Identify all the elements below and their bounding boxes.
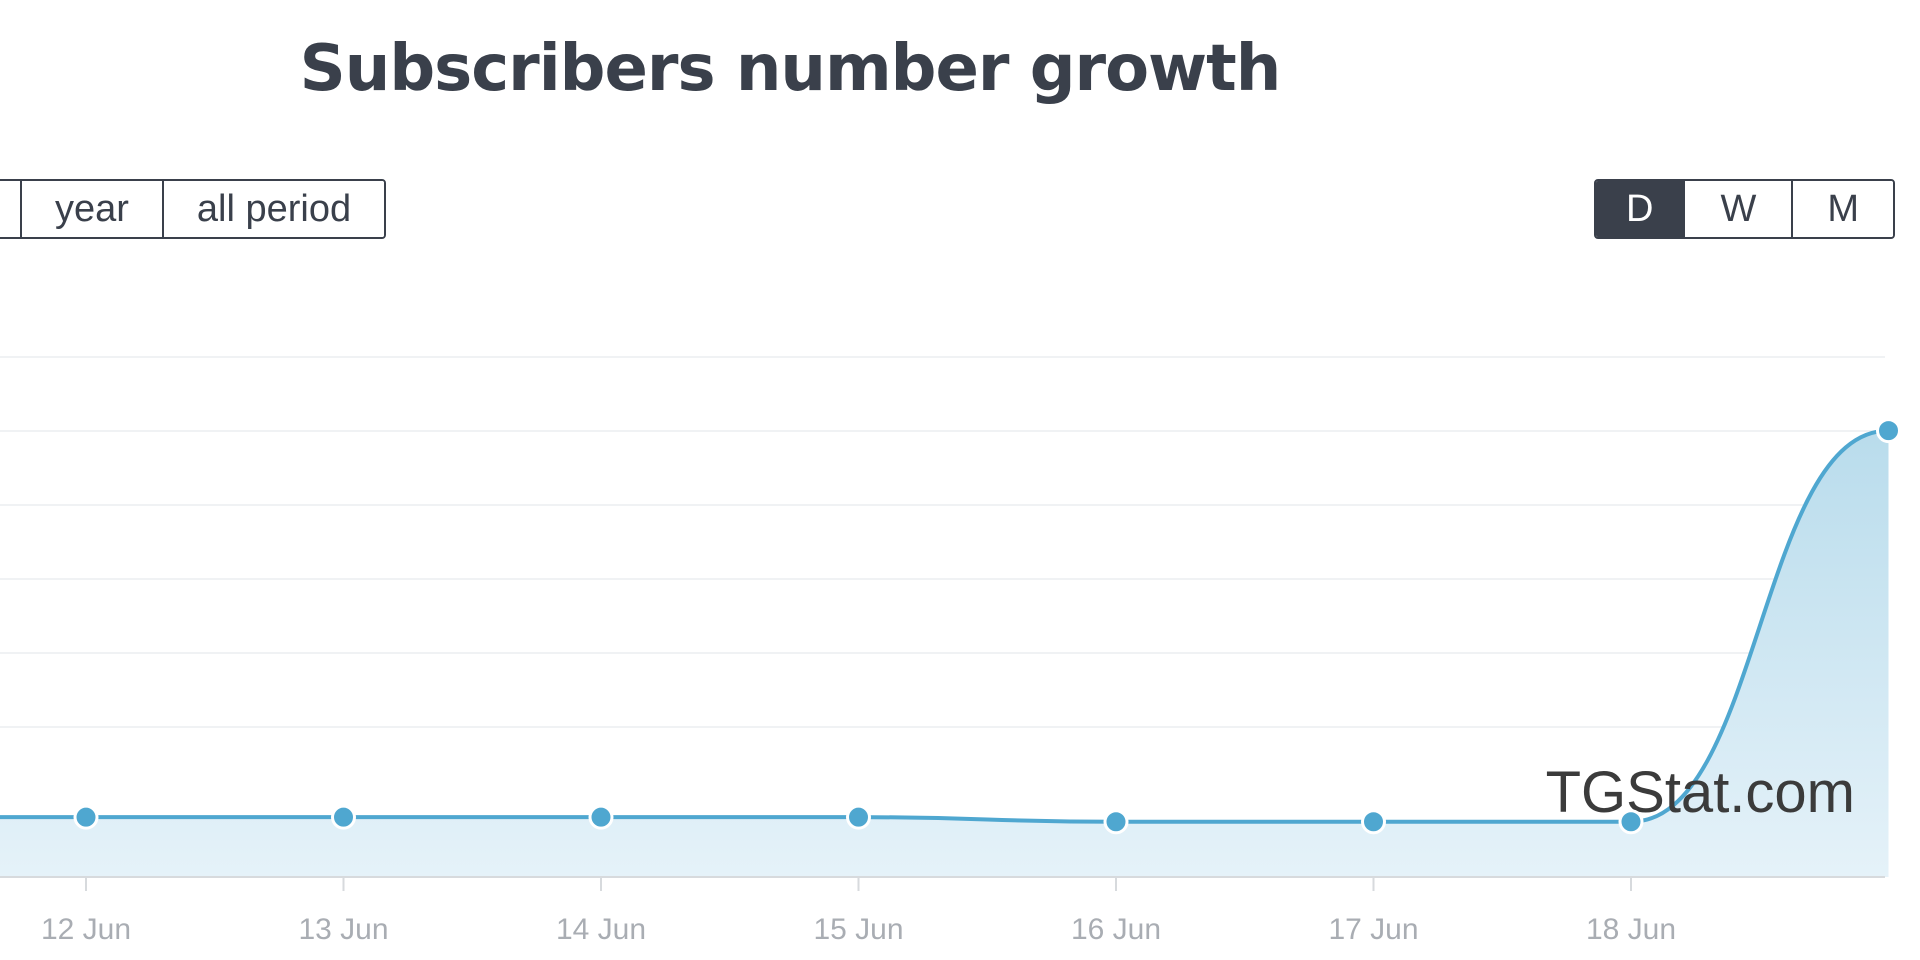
chart-title: Subscribers number growth	[299, 32, 1282, 106]
interval-button-day[interactable]: D	[1596, 181, 1686, 237]
interval-selector: D W M	[1594, 179, 1895, 239]
x-tick-label: 16 Jun	[1071, 913, 1161, 946]
data-points	[73, 418, 1901, 835]
x-axis-ticks: 12 Jun 13 Jun 14 Jun 15 Jun 16 Jun 17 Jun 18 J…	[41, 877, 1676, 946]
x-tick-label: 17 Jun	[1328, 913, 1418, 946]
data-point[interactable]	[73, 804, 99, 830]
grid-lines	[0, 356, 1885, 728]
period-selector: year all period	[0, 179, 387, 239]
data-point[interactable]	[331, 804, 356, 830]
x-tick-label: 14 Jun	[556, 913, 646, 946]
watermark: TGStat.com	[1546, 760, 1855, 825]
data-point[interactable]	[588, 804, 614, 830]
x-tick-label: 13 Jun	[298, 913, 388, 946]
data-point[interactable]	[1103, 809, 1129, 835]
period-button-all-period[interactable]: all period	[163, 181, 385, 237]
data-point[interactable]	[846, 804, 871, 830]
period-button-year[interactable]: year	[22, 181, 164, 237]
data-point[interactable]	[1876, 418, 1901, 444]
interval-button-month[interactable]: M	[1793, 181, 1893, 237]
x-tick-label: 15 Jun	[813, 913, 903, 946]
area-fill	[0, 430, 1889, 877]
data-point[interactable]	[1618, 809, 1644, 835]
interval-button-week[interactable]: W	[1685, 181, 1794, 237]
x-tick-label: 18 Jun	[1586, 913, 1676, 946]
data-point[interactable]	[1361, 809, 1386, 835]
period-button-partial[interactable]	[0, 181, 22, 237]
x-tick-label: 12 Jun	[41, 913, 131, 946]
